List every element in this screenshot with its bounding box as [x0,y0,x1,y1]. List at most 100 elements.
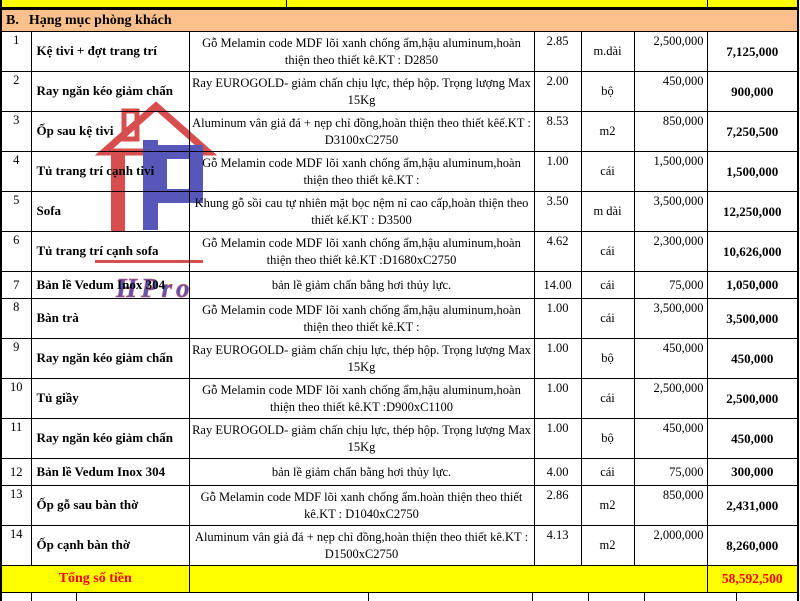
description-cell: Aluminum vân giả đá + nẹp chỉ đồng,hoàn … [188,111,535,152]
description-cell: Ray EUROGOLD- giảm chấn chịu lực, thép h… [188,338,535,379]
amount-cell: 8,260,000 [706,525,799,566]
bottom-partial-row [0,593,799,601]
table-row: 8 Bàn trà Gỗ Melamin code MDF lõi xanh c… [0,298,799,339]
section-header-cell: B. Hạng mục phòng khách [0,9,799,32]
bottom-partial-cell [589,593,645,601]
unit-price-cell: 450,000 [633,338,708,379]
unit-price-cell: 2,500,000 [633,378,708,419]
row-number-cell: 5 [0,191,32,232]
quantity-cell: 8.53 [533,111,582,152]
row-number-cell: 2 [0,71,32,112]
bottom-partial-cell [32,593,77,601]
description-cell: Gỗ Melamin code MDF lõi xanh chống ẩm,hậ… [188,151,535,192]
quantity-cell: 3.50 [533,191,582,232]
description-cell: Gỗ Melamin code MDF lõi xanh chống ẩm,hậ… [188,378,535,419]
quantity-cell: 1.00 [533,151,582,192]
description-cell: bản lề giảm chấn bằng hơi thủy lực. [188,458,535,486]
quantity-cell: 2.00 [533,71,582,112]
item-name-cell: Ray ngăn kéo giảm chấn [30,418,190,459]
table-row: 1 Kệ tivi + đợt trang trí Gỗ Melamin cod… [0,31,799,72]
quantity-cell: 1.00 [533,418,582,459]
row-number-cell: 12 [0,458,32,486]
unit-price-cell: 450,000 [633,71,708,112]
table-row: 5 Sofa Khung gỗ sồi cau tự nhiên mặt bọc… [0,191,799,232]
amount-cell: 450,000 [706,338,799,379]
description-cell: Gỗ Melamin code MDF lõi xanh chống ẩm,hậ… [188,298,535,339]
description-cell: Ray EUROGOLD- giảm chấn chịu lực, thép h… [188,418,535,459]
description-cell: Khung gỗ sồi cau tự nhiên mặt bọc nệm nỉ… [188,191,535,232]
row-number-cell: 6 [0,231,32,272]
amount-cell: 12,250,000 [706,191,799,232]
unit-price-cell: 75,000 [633,271,708,299]
table-row: 6 Tủ trang trí cạnh sofa Gỗ Melamin code… [0,231,799,272]
item-name-cell: Bản lề Vedum Inox 304 [30,271,190,299]
unit-price-cell: 75,000 [633,458,708,486]
item-name-cell: Ốp sau kệ tivi [30,111,190,152]
item-name-cell: Ray ngăn kéo giảm chấn [30,71,190,112]
unit-price-cell: 3,500,000 [633,298,708,339]
table-row: 14 Ốp cạnh bàn thờ Aluminum vân giả đá +… [0,525,799,566]
row-number-cell: 14 [0,525,32,566]
bottom-partial-cell [2,593,32,601]
section-header-row: B. Hạng mục phòng khách [0,9,799,32]
table-row: 9 Ray ngăn kéo giảm chấn Ray EUROGOLD- g… [0,338,799,379]
item-name-cell: Ốp gỗ sau bàn thờ [30,485,190,526]
amount-cell: 1,050,000 [706,271,799,299]
row-number-cell: 9 [0,338,32,379]
quantity-cell: 14.00 [533,271,582,299]
amount-cell: 7,125,000 [706,31,799,72]
row-number-cell: 10 [0,378,32,419]
item-name-cell: Tủ trang trí cạnh tivi [30,151,190,192]
grand-total-row: Tổng số tiền 58,592,500 [0,565,799,593]
top-partial-cell [708,0,799,7]
unit-price-cell: 850,000 [633,485,708,526]
table-row: 4 Tủ trang trí cạnh tivi Gỗ Melamin code… [0,151,799,192]
description-cell: Aluminum vân giả đá + nẹp chỉ đồng,hoàn … [188,525,535,566]
item-name-cell: Bản lề Vedum Inox 304 [30,458,190,486]
description-cell: Gỗ Melamin code MDF lõi xanh chống ẩm.ho… [188,485,535,526]
row-number-cell: 4 [0,151,32,192]
description-cell: Gỗ Melamin code MDF lõi xanh chống ẩm,hậ… [188,231,535,272]
description-cell: Gỗ Melamin code MDF lõi xanh chống ẩm,hậ… [188,31,535,72]
quantity-cell: 4.13 [533,525,582,566]
unit-cell: m2 [580,485,635,526]
unit-cell: bộ [580,71,635,112]
unit-price-cell: 2,300,000 [633,231,708,272]
unit-price-cell: 450,000 [633,418,708,459]
quantity-cell: 2.85 [533,31,582,72]
item-name-cell: Tủ trang trí cạnh sofa [30,231,190,272]
unit-cell: cái [580,231,635,272]
item-name-cell: Ray ngăn kéo giảm chấn [30,338,190,379]
item-name-cell: Tủ giầy [30,378,190,419]
item-name-cell: Ốp cạnh bàn thờ [30,525,190,566]
unit-cell: m dài [580,191,635,232]
item-name-cell: Bàn trà [30,298,190,339]
description-cell: Ray EUROGOLD- giảm chấn chịu lực, thép h… [188,71,535,112]
bottom-partial-cell [77,593,369,601]
total-spacer-cell [188,565,708,593]
unit-cell: m2 [580,525,635,566]
row-number-cell: 13 [0,485,32,526]
unit-cell: cái [580,298,635,339]
quotation-table: B. Hạng mục phòng khách 1 Kệ tivi + đợt t… [0,9,800,593]
table-row: 2 Ray ngăn kéo giảm chấn Ray EUROGOLD- g… [0,71,799,112]
quantity-cell: 2.86 [533,485,582,526]
unit-cell: cái [580,458,635,486]
unit-price-cell: 2,000,000 [633,525,708,566]
top-partial-cell [287,0,708,7]
table-row: 3 Ốp sau kệ tivi Aluminum vân giả đá + n… [0,111,799,152]
row-number-cell: 8 [0,298,32,339]
unit-price-cell: 1,500,000 [633,151,708,192]
description-cell: bản lề giảm chấn bằng hơi thủy lực. [188,271,535,299]
amount-cell: 2,500,000 [706,378,799,419]
unit-price-cell: 850,000 [633,111,708,152]
top-partial-row [0,0,799,9]
amount-cell: 2,431,000 [706,485,799,526]
amount-cell: 7,250,500 [706,111,799,152]
row-number-cell: 7 [0,271,32,299]
table-row: 12 Bản lề Vedum Inox 304 bản lề giảm chấ… [0,458,799,486]
table-row: 11 Ray ngăn kéo giảm chấn Ray EUROGOLD- … [0,418,799,459]
amount-cell: 450,000 [706,418,799,459]
amount-cell: 10,626,000 [706,231,799,272]
